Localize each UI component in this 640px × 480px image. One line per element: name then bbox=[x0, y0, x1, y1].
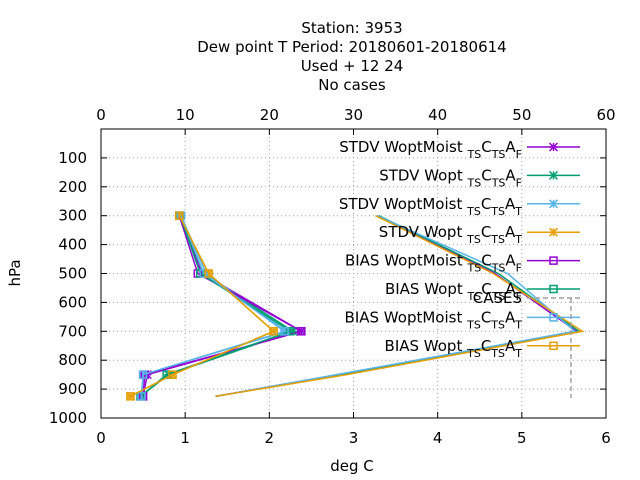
chart-title: Station: 3953 Dew point T Period: 201806… bbox=[197, 19, 506, 94]
legend-label: STDV Wopt TSCTSAF bbox=[379, 166, 522, 189]
x-tick-label: 4 bbox=[433, 429, 443, 447]
plot-frame bbox=[100, 128, 607, 419]
title-line-1: Station: 3953 bbox=[301, 19, 402, 37]
cases-line bbox=[215, 215, 577, 398]
square-marker bbox=[175, 211, 184, 220]
y-tick-label: 500 bbox=[58, 265, 87, 283]
x2-tick-label: 40 bbox=[428, 106, 447, 124]
x2-tick-label: 60 bbox=[596, 106, 615, 124]
series-lines bbox=[125, 211, 306, 401]
legend-label: BIAS Wopt TSCTSAT bbox=[385, 337, 523, 360]
star-stroke bbox=[548, 170, 559, 180]
y-tick-label: 1000 bbox=[49, 409, 87, 427]
x-tick-label: 1 bbox=[180, 429, 190, 447]
series bbox=[138, 211, 306, 401]
star-stroke bbox=[548, 199, 559, 209]
title-line-3: Used + 12 24 bbox=[301, 57, 404, 75]
square-marker bbox=[204, 269, 213, 278]
x2-tick-label: 50 bbox=[512, 106, 531, 124]
legend-label-cases: CASES bbox=[473, 289, 522, 307]
star-stroke bbox=[548, 227, 559, 237]
y-tick-label: 400 bbox=[58, 236, 87, 254]
legend-label: BIAS Wopt TSCTSAF bbox=[385, 280, 522, 303]
square-marker bbox=[286, 327, 295, 336]
y-tick-label: 900 bbox=[58, 380, 87, 398]
series bbox=[136, 211, 298, 401]
x2-tick-label: 0 bbox=[96, 106, 106, 124]
square-marker bbox=[549, 256, 558, 265]
x2-tick-label: 10 bbox=[176, 106, 195, 124]
square-marker bbox=[280, 327, 289, 336]
cases-line bbox=[215, 215, 585, 398]
series-line bbox=[142, 215, 304, 397]
y-axis-label: hPa bbox=[6, 259, 24, 286]
square-marker bbox=[138, 370, 148, 379]
square-marker bbox=[297, 327, 306, 336]
series-line bbox=[130, 215, 275, 397]
star-stroke bbox=[548, 142, 559, 152]
y-tick-label: 200 bbox=[58, 178, 87, 196]
x-tick-label: 0 bbox=[96, 429, 106, 447]
y-tick-label: 100 bbox=[58, 149, 87, 167]
x-tick-label: 5 bbox=[517, 429, 527, 447]
y-tick-label: 300 bbox=[58, 207, 87, 225]
grid bbox=[101, 129, 606, 418]
legend-label: STDV Wopt TSCTSAT bbox=[379, 223, 522, 246]
legend-label: BIAS WoptMoist TSCTSAT bbox=[345, 308, 523, 331]
legend: STDV WoptMoist TSCTSAF STDV Wopt TSCTSAF S… bbox=[339, 138, 580, 398]
series bbox=[136, 211, 291, 401]
square-marker bbox=[549, 284, 558, 294]
x2-tick-label: 30 bbox=[344, 106, 363, 124]
star-marker bbox=[548, 142, 559, 152]
square-marker bbox=[549, 313, 558, 322]
square-marker bbox=[168, 370, 177, 379]
series-line bbox=[140, 215, 287, 397]
x-tick-label: 3 bbox=[349, 429, 359, 447]
square-marker bbox=[137, 392, 146, 401]
star-marker bbox=[548, 227, 559, 237]
title-line-2: Dew point T Period: 20180601-20180614 bbox=[197, 38, 506, 56]
legend-label: STDV WoptMoist TSCTSAF bbox=[339, 138, 522, 161]
square-marker bbox=[126, 392, 135, 401]
x2-tick-label: 20 bbox=[260, 106, 279, 124]
legend-label: BIAS WoptMoist TSCTSAF bbox=[345, 252, 522, 275]
y-tick-label: 600 bbox=[58, 293, 87, 311]
x-axis-label: deg C bbox=[330, 457, 374, 475]
title-line-4: No cases bbox=[318, 76, 386, 94]
x-tick-label: 6 bbox=[601, 429, 611, 447]
series bbox=[126, 211, 278, 401]
cases-line bbox=[215, 215, 581, 398]
y-tick-label: 700 bbox=[58, 322, 87, 340]
star-marker bbox=[548, 199, 559, 209]
y-tick-label: 800 bbox=[58, 351, 87, 369]
square-marker bbox=[549, 341, 558, 351]
cases-lines bbox=[215, 215, 585, 398]
x-tick-label: 2 bbox=[265, 429, 275, 447]
square-marker bbox=[269, 327, 278, 336]
square-marker bbox=[199, 269, 208, 278]
series bbox=[137, 211, 289, 401]
legend-label: STDV WoptMoist TSCTSAT bbox=[339, 195, 522, 218]
star-marker bbox=[548, 170, 559, 180]
